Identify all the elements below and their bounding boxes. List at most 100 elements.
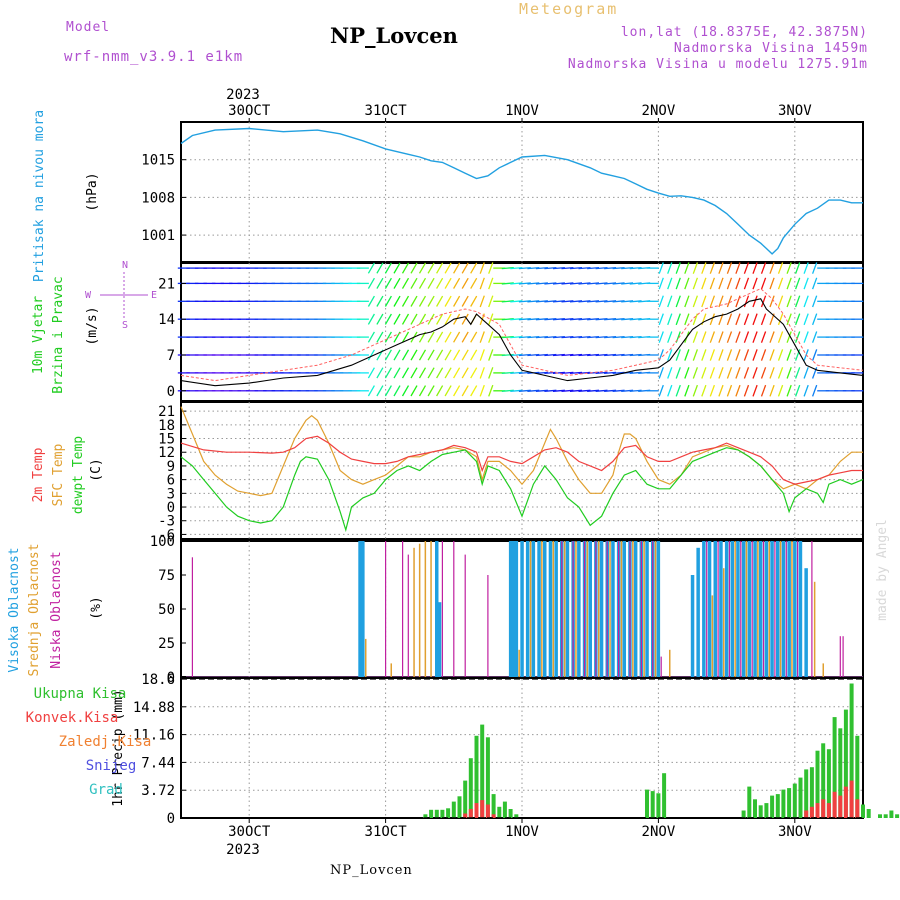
cloud-bar <box>413 547 415 677</box>
precip-bar <box>809 767 814 818</box>
wind-barb <box>535 318 548 321</box>
wind-barb <box>587 335 600 339</box>
top-tick-label: 30OCT <box>228 103 271 119</box>
cloud-bar <box>599 541 604 677</box>
wind-barb <box>587 318 600 321</box>
ytick-label: 0 <box>167 670 175 686</box>
cloud-bar <box>787 541 791 677</box>
cloud-bar <box>656 541 661 677</box>
cloud-bar <box>811 541 813 677</box>
temp-ylabel-sfc: SFC Temp <box>51 444 66 507</box>
wind-barb <box>786 262 792 274</box>
wind-barb <box>384 349 392 361</box>
wind-barb <box>552 300 565 303</box>
wind-barb <box>752 262 758 274</box>
ytick-label: 3.72 <box>141 783 175 799</box>
cloud-bar <box>779 541 782 677</box>
precip-bar <box>792 783 797 818</box>
precip-bar <box>804 810 809 818</box>
cloud-bar <box>514 541 519 677</box>
wind-barb <box>561 389 574 392</box>
cloud-bar <box>711 595 714 677</box>
cloud-panel: 100 75 50 25 0 Visoka Oblacnost Srednja Obla… <box>7 534 864 686</box>
wind-barb <box>587 266 600 270</box>
precip-bar <box>741 810 746 818</box>
sfc-temp-line <box>180 406 863 497</box>
wind-barb <box>384 367 392 379</box>
wind-barb <box>735 262 741 274</box>
compass-w: W <box>85 290 92 301</box>
cloud-bar <box>706 541 708 677</box>
cloud-bar <box>770 541 774 677</box>
wind-barb <box>488 349 494 361</box>
wind-barb <box>427 331 435 343</box>
wind-barb <box>709 331 716 343</box>
wind-barb <box>453 313 461 325</box>
wind-barb <box>718 295 724 308</box>
wind-barb <box>587 300 600 303</box>
wind-barb <box>777 331 784 343</box>
cloud-bar <box>707 541 712 677</box>
cloud-bar <box>609 541 611 677</box>
wind-barb <box>544 266 557 270</box>
wind-barb <box>595 353 608 357</box>
precip-bar <box>843 786 848 818</box>
wind-barb <box>692 384 699 397</box>
wind-barb <box>578 389 591 392</box>
wind-barb <box>501 300 514 303</box>
wind-barb <box>535 282 548 285</box>
wind-barb <box>752 349 758 361</box>
wind-barb <box>535 371 548 375</box>
wind-barb <box>393 385 401 397</box>
cloud-bar <box>776 541 780 677</box>
cloud-bar <box>764 541 769 677</box>
precip-bar <box>468 758 473 818</box>
bottom-time-axis: 30OCT31OCT1NOV2NOV3NOV4NOV <box>228 818 812 840</box>
cloud-bar <box>390 663 392 677</box>
wind-barb <box>552 371 565 375</box>
wind-barb <box>393 313 401 325</box>
cloud-bar <box>791 541 793 677</box>
wind-barb <box>569 300 583 303</box>
wind-barb <box>621 266 634 270</box>
wind-barb <box>418 313 427 325</box>
wind-barb <box>510 353 523 357</box>
temp-unit: (C) <box>89 458 104 481</box>
wind-barb <box>393 367 401 379</box>
precip-bar <box>821 799 826 818</box>
wind-barb <box>658 295 664 308</box>
wind-barb <box>501 371 514 375</box>
precip-ylabel: 1hr Precip (mm) <box>111 689 126 806</box>
model-label: Model <box>66 20 111 35</box>
wind-barb <box>569 371 583 375</box>
dewpt-line <box>180 447 864 533</box>
wind-barb <box>587 353 600 357</box>
wind-barb <box>518 318 531 321</box>
wind-barb <box>518 335 531 339</box>
wind-barb <box>760 367 767 379</box>
precip-bar <box>849 683 854 818</box>
wind-barb <box>578 371 591 375</box>
wind-barb <box>752 331 758 343</box>
cloud-bar <box>629 541 631 677</box>
wind-barb <box>658 331 664 343</box>
cloud-bar <box>508 541 513 677</box>
wind-barb <box>612 318 625 321</box>
wind-barb <box>726 277 733 290</box>
wind-barb <box>794 384 801 397</box>
precip-bar <box>514 814 519 818</box>
precip-bar <box>451 801 456 818</box>
wind-barb <box>453 277 461 289</box>
wind-barb <box>612 282 625 285</box>
precip-bar <box>781 789 786 818</box>
wind-barb <box>786 367 792 379</box>
wind-barb <box>752 295 758 308</box>
wind-barb <box>401 331 410 343</box>
wind-barb <box>510 371 523 375</box>
wind-barb <box>794 277 801 290</box>
wind-barb <box>658 384 664 397</box>
wind-barb <box>552 266 565 270</box>
wind-barb <box>692 262 699 274</box>
precip-bar <box>855 799 860 818</box>
